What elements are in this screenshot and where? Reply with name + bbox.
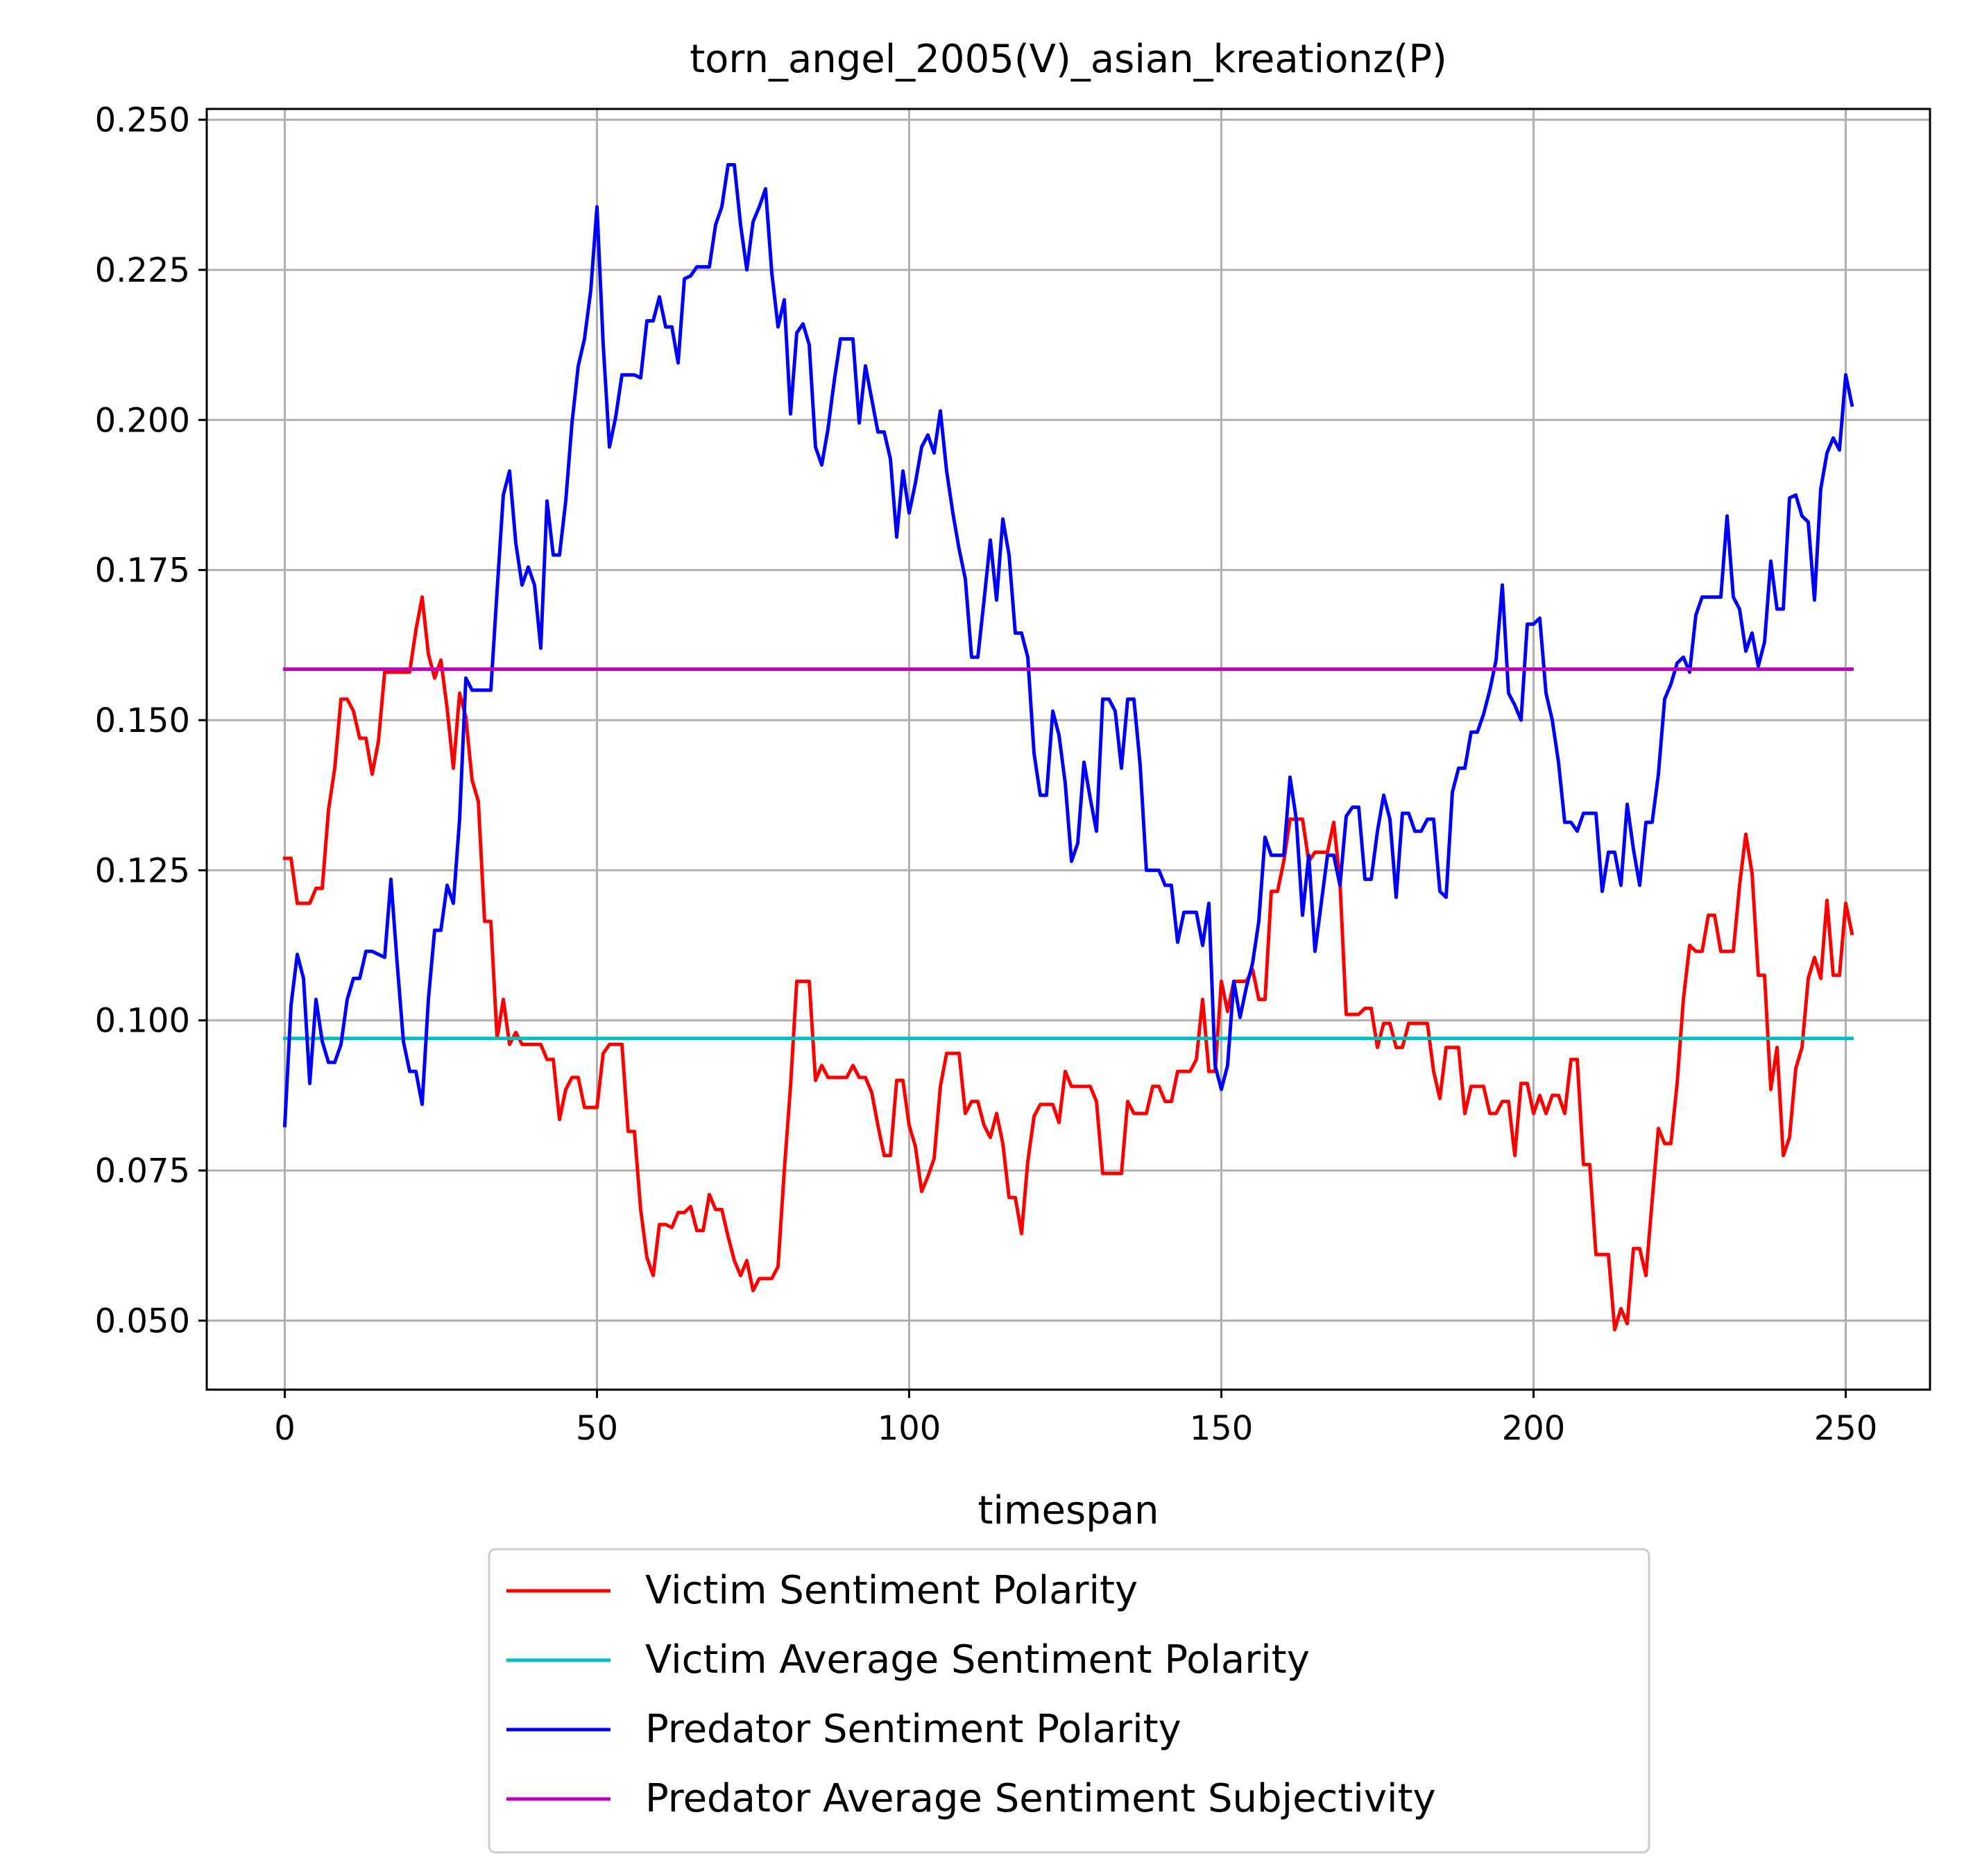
legend-label-0: Victim Sentiment Polarity — [645, 1568, 1138, 1613]
y-tick-label-6: 0.200 — [95, 401, 190, 440]
x-axis-label: timespan — [977, 1488, 1159, 1533]
series-line-0 — [283, 595, 1854, 1331]
x-tick-label-2: 100 — [878, 1409, 941, 1448]
y-tick-label-1: 0.075 — [95, 1152, 190, 1191]
legend-label-3: Predator Average Sentiment Subjectivity — [645, 1776, 1436, 1821]
legend-label-2: Predator Sentiment Polarity — [645, 1707, 1181, 1752]
y-tick-label-7: 0.225 — [95, 251, 190, 290]
x-tick-label-3: 150 — [1190, 1409, 1254, 1448]
x-tick-label-4: 200 — [1502, 1409, 1566, 1448]
y-tick-label-5: 0.175 — [95, 552, 190, 590]
axes: 0 50 100 150 200 250 0.050 0.075 0.100 0.125 0.150… — [95, 101, 1878, 1448]
x-tick-label-0: 0 — [274, 1409, 296, 1448]
legend-label-1: Victim Average Sentiment Polarity — [645, 1637, 1310, 1682]
y-tick-label-2: 0.100 — [95, 1002, 190, 1041]
series-line-2 — [282, 163, 1854, 1127]
plot-area-frame — [205, 108, 1931, 1391]
series-lines — [282, 163, 1854, 1331]
y-tick-label-3: 0.125 — [95, 851, 190, 890]
y-tick-label-4: 0.150 — [95, 701, 190, 740]
chart-title: torn_angel_2005(V)_asian_kreationz(P) — [690, 37, 1447, 82]
y-tick-label-0: 0.050 — [95, 1302, 190, 1340]
legend-frame — [488, 1548, 1650, 1854]
x-tick-label-5: 250 — [1814, 1409, 1878, 1448]
x-tick-label-1: 50 — [576, 1409, 618, 1448]
y-tick-label-8: 0.250 — [95, 101, 190, 140]
legend: Victim Sentiment Polarity Victim Average … — [488, 1548, 1650, 1854]
